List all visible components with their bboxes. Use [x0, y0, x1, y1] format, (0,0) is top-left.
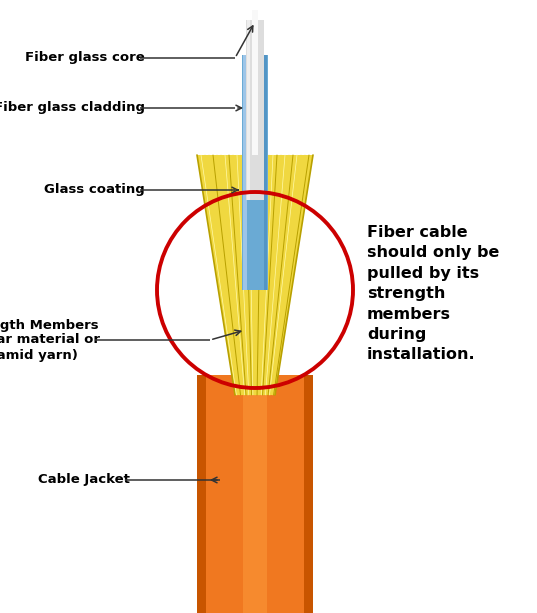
- Bar: [246, 20, 264, 200]
- Bar: [304, 375, 313, 613]
- Bar: [242, 55, 268, 290]
- Bar: [197, 375, 206, 613]
- Bar: [243, 55, 247, 290]
- Bar: [243, 375, 267, 613]
- Bar: [247, 20, 250, 200]
- Bar: [197, 375, 313, 613]
- Bar: [252, 10, 258, 155]
- Text: Fiber glass cladding: Fiber glass cladding: [0, 102, 145, 115]
- Text: Fiber cable
should only be
pulled by its
strength
members
during
installation.: Fiber cable should only be pulled by its…: [367, 225, 499, 362]
- Text: Glass coating: Glass coating: [44, 183, 145, 197]
- Text: Strength Members
(Kevlar material or
aramid yarn): Strength Members (Kevlar material or ara…: [0, 319, 100, 362]
- Text: Fiber glass core: Fiber glass core: [25, 51, 145, 64]
- Text: Cable Jacket: Cable Jacket: [38, 473, 130, 487]
- Bar: [264, 55, 267, 290]
- Polygon shape: [197, 155, 313, 395]
